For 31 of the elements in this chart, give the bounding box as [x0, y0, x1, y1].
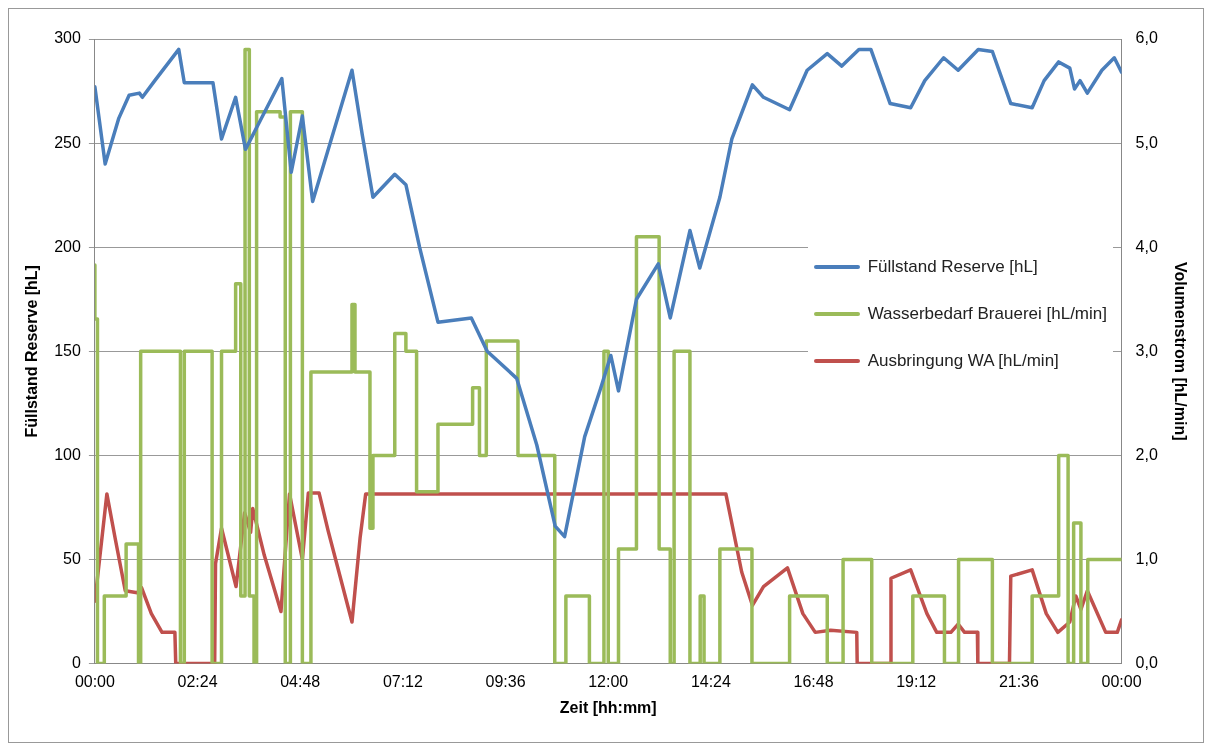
x-tick-label: 19:12 — [896, 672, 937, 690]
y-tick-label: 0 — [71, 654, 81, 672]
y2-tick-label: 4,0 — [1135, 237, 1158, 255]
y2-tick-label: 5,0 — [1135, 133, 1158, 151]
y-tick-label: 200 — [54, 237, 81, 255]
x-tick-label: 00:00 — [1101, 672, 1142, 690]
x-tick-label: 21:36 — [998, 672, 1040, 690]
y2-tick-label: 6,0 — [1135, 29, 1158, 47]
x-tick-label: 09:36 — [485, 672, 526, 690]
x-tick-label: 14:24 — [690, 672, 732, 690]
x-tick-label: 00:00 — [74, 672, 116, 690]
y-tick-label: 100 — [54, 445, 81, 463]
x-tick-label: 04:48 — [280, 672, 321, 690]
x-tick-label: 16:48 — [793, 672, 834, 690]
y2-tick-label: 3,0 — [1135, 341, 1158, 359]
y2-axis-title: Volumenstrom [hL/min] — [1171, 262, 1189, 441]
y2-tick-label: 0,0 — [1135, 654, 1158, 672]
legend-label: Wasserbedarf Brauerei [hL/min] — [867, 303, 1107, 324]
legend-label: Füllstand Reserve [hL] — [867, 256, 1038, 277]
y-tick-label: 150 — [54, 341, 81, 359]
y-tick-label: 50 — [63, 549, 81, 567]
y-axis-title: Füllstand Reserve [hL] — [23, 265, 41, 438]
y-tick-label: 250 — [54, 133, 81, 151]
x-tick-label: 12:00 — [588, 672, 629, 690]
y2-tick-label: 1,0 — [1135, 549, 1158, 567]
y2-tick-label: 2,0 — [1135, 445, 1158, 463]
x-tick-label: 02:24 — [177, 672, 218, 690]
y-tick-label: 300 — [54, 29, 81, 47]
legend-label: Ausbringung WA [hL/min] — [867, 350, 1059, 371]
x-tick-label: 07:12 — [382, 672, 424, 690]
x-axis-title: Zeit [hh:mm] — [559, 698, 657, 716]
